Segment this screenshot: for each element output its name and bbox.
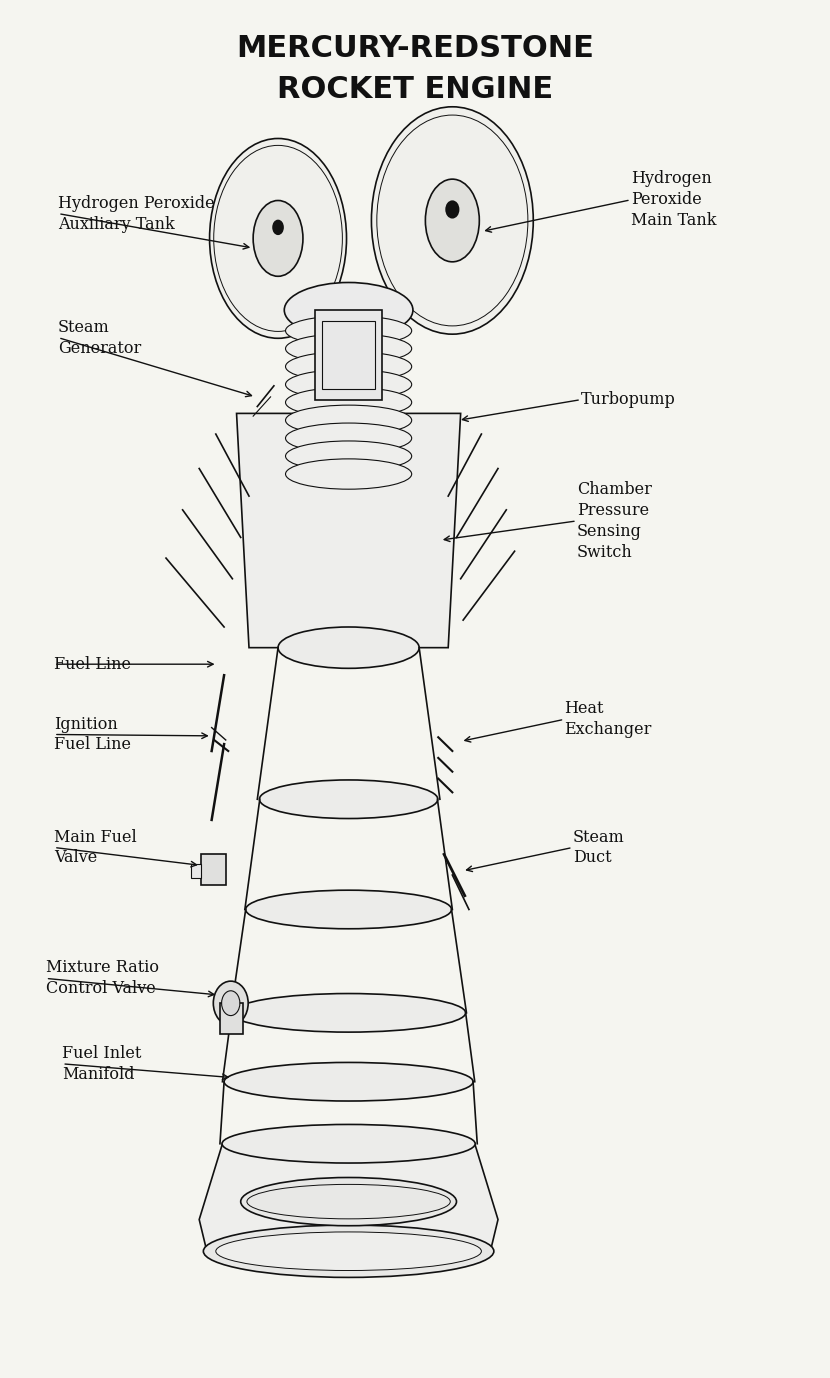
Ellipse shape [222,991,240,1016]
Bar [191,864,201,878]
Text: ROCKET ENGINE: ROCKET ENGINE [277,74,553,105]
Text: Heat
Exchanger: Heat Exchanger [564,700,652,739]
Ellipse shape [203,1225,494,1277]
Ellipse shape [216,1232,481,1271]
Ellipse shape [286,405,412,435]
Ellipse shape [273,220,283,234]
Text: Hydrogen
Peroxide
Main Tank: Hydrogen Peroxide Main Tank [631,171,716,229]
Ellipse shape [222,1124,475,1163]
Text: Steam
Duct: Steam Duct [573,828,624,867]
Ellipse shape [259,780,438,819]
Text: Steam
Generator: Steam Generator [58,318,141,357]
Ellipse shape [210,139,347,339]
Ellipse shape [284,282,413,338]
Ellipse shape [447,201,459,218]
Text: Ignition
Fuel Line: Ignition Fuel Line [54,715,131,754]
Ellipse shape [286,369,412,400]
Ellipse shape [253,201,303,277]
Text: Hydrogen Peroxide
Auxiliary Tank: Hydrogen Peroxide Auxiliary Tank [58,194,215,233]
Ellipse shape [286,333,412,364]
Text: Turbopump: Turbopump [581,391,676,408]
Ellipse shape [246,890,452,929]
Bar [201,854,226,885]
Ellipse shape [286,459,412,489]
Ellipse shape [426,179,480,262]
Text: Fuel Inlet
Manifold: Fuel Inlet Manifold [62,1045,142,1083]
Text: Chamber
Pressure
Sensing
Switch: Chamber Pressure Sensing Switch [577,481,652,561]
Text: MERCURY-REDSTONE: MERCURY-REDSTONE [236,33,594,63]
Ellipse shape [372,107,534,335]
Ellipse shape [232,994,466,1032]
Ellipse shape [241,1177,456,1226]
Ellipse shape [286,387,412,418]
Ellipse shape [286,316,412,346]
Polygon shape [237,413,461,648]
Ellipse shape [278,627,419,668]
Polygon shape [199,1144,498,1254]
Ellipse shape [286,351,412,382]
Ellipse shape [286,423,412,453]
Bar [315,310,382,400]
Ellipse shape [286,441,412,471]
Ellipse shape [213,981,248,1025]
Text: Main Fuel
Valve: Main Fuel Valve [54,828,137,867]
Ellipse shape [224,1062,473,1101]
Text: Mixture Ratio
Control Valve: Mixture Ratio Control Valve [46,959,159,998]
Bar [220,1003,243,1034]
Bar [322,321,375,389]
Text: Fuel Line: Fuel Line [54,656,131,672]
